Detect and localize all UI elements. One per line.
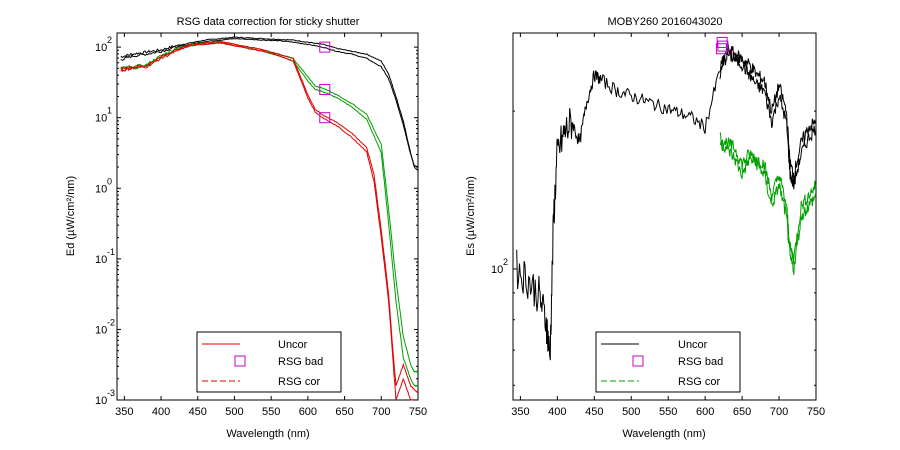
- right-legend-bad-label: RSG bad: [678, 356, 723, 368]
- x-tick-label: 650: [335, 406, 353, 418]
- x-tick-label: 700: [372, 406, 390, 418]
- right-x-ticks: 350 400 450 500 550 600 650 700 750: [511, 33, 825, 418]
- left-x-ticks: 350 400 450 500 550 600 650 700 750: [115, 33, 427, 418]
- rsg-bad-marker: [715, 43, 727, 55]
- left-xlabel: Wavelength (nm): [226, 428, 309, 440]
- series-line-green_upper: [120, 40, 419, 373]
- x-tick-label: 500: [225, 406, 243, 418]
- left-title: RSG data correction for sticky shutter: [177, 16, 360, 28]
- y-tick-label: 10: [95, 183, 107, 195]
- series-line-black_upper: [120, 36, 419, 171]
- right-legend-uncor-label: Uncor: [678, 339, 708, 351]
- left-ylabel: Ed (µW/cm²/nm): [65, 176, 77, 256]
- rsg-bad-marker: [319, 41, 331, 53]
- x-tick-label: 500: [622, 406, 640, 418]
- panel-left: RSG data correction for sticky shutter 3…: [65, 16, 427, 440]
- x-tick-label: 450: [189, 406, 207, 418]
- right-legend-cor-label: RSG cor: [678, 376, 721, 388]
- left-legend-bad-label: RSG bad: [278, 356, 323, 368]
- x-tick-label: 550: [262, 406, 280, 418]
- x-tick-label: 400: [548, 406, 566, 418]
- x-tick-label: 350: [511, 406, 529, 418]
- left-legend-uncor-label: Uncor: [278, 339, 308, 351]
- left-legend: Uncor RSG bad RSG cor: [196, 331, 342, 393]
- left-plot-area: [120, 36, 419, 401]
- rsg-bad-marker: [716, 36, 728, 48]
- right-legend: Uncor RSG bad RSG cor: [595, 331, 741, 393]
- series-line-red_upper: [120, 40, 419, 394]
- rsg-bad-marker: [319, 83, 331, 95]
- right-plot-area: [516, 36, 817, 361]
- y-tick-label: 10: [95, 42, 107, 54]
- left-legend-cor-label: RSG cor: [278, 376, 321, 388]
- left-legend-box: [196, 331, 342, 393]
- x-tick-label: 600: [696, 406, 714, 418]
- series-line-red_lower: [120, 41, 418, 401]
- series-line-black_main: [516, 43, 817, 361]
- y-tick-label: 10: [95, 324, 107, 336]
- y-tick-exponent: 0: [107, 176, 112, 186]
- y-tick-label: 10: [95, 254, 107, 266]
- x-tick-label: 700: [770, 406, 788, 418]
- rsg-bad-marker: [319, 112, 331, 124]
- x-tick-label: 750: [409, 406, 427, 418]
- rsg-bad-marker: [717, 40, 729, 52]
- y-tick-exponent: -1: [107, 247, 115, 257]
- y-tick-exponent: 2: [503, 257, 508, 267]
- right-ylabel: Es (µW/cm²/nm): [465, 176, 477, 256]
- x-tick-label: 750: [807, 406, 825, 418]
- panel-right: MOBY260 2016043020 350 400 450 500 550 600 650…: [465, 16, 825, 440]
- x-tick-label: 350: [115, 406, 133, 418]
- y-tick-label: 10: [95, 113, 107, 125]
- y-tick-label: 10: [491, 264, 503, 276]
- y-tick-label: 10: [95, 395, 107, 407]
- right-legend-bad-marker: [632, 355, 644, 367]
- y-tick-exponent: -2: [107, 317, 115, 327]
- series-line-black_alt: [719, 48, 817, 190]
- x-tick-label: 600: [299, 406, 317, 418]
- x-tick-label: 550: [659, 406, 677, 418]
- x-tick-label: 400: [152, 406, 170, 418]
- x-tick-label: 450: [585, 406, 603, 418]
- y-tick-exponent: 2: [107, 35, 112, 45]
- y-tick-exponent: 1: [107, 106, 112, 116]
- right-legend-box: [595, 331, 741, 393]
- series-line-black_lower: [120, 37, 419, 168]
- series-line-green_upper: [719, 131, 817, 264]
- right-y-ticks: 102: [491, 110, 816, 386]
- y-tick-exponent: -3: [107, 388, 115, 398]
- series-line-green_lower: [719, 140, 817, 276]
- right-axes-frame: [512, 32, 817, 401]
- x-tick-label: 650: [733, 406, 751, 418]
- right-title: MOBY260 2016043020: [608, 16, 723, 28]
- right-xlabel: Wavelength (nm): [622, 428, 705, 440]
- left-legend-bad-marker: [234, 355, 246, 367]
